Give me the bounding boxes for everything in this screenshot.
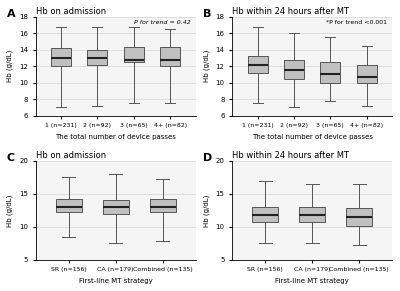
Text: *P for trend <0.001: *P for trend <0.001	[326, 20, 387, 25]
Text: Hb on admission: Hb on admission	[36, 151, 106, 160]
PathPatch shape	[248, 56, 268, 73]
Y-axis label: Hb (g/dL): Hb (g/dL)	[204, 194, 210, 226]
Text: P for trend = 0.42: P for trend = 0.42	[134, 20, 191, 25]
PathPatch shape	[284, 60, 304, 79]
PathPatch shape	[252, 207, 278, 221]
PathPatch shape	[346, 208, 372, 226]
Text: A: A	[7, 9, 16, 19]
PathPatch shape	[320, 62, 340, 83]
PathPatch shape	[150, 199, 176, 212]
X-axis label: The total number of device passes: The total number of device passes	[55, 134, 176, 140]
Text: Hb within 24 hours after MT: Hb within 24 hours after MT	[232, 7, 349, 16]
Y-axis label: Hb (g/dL): Hb (g/dL)	[204, 50, 210, 82]
PathPatch shape	[299, 207, 325, 221]
X-axis label: The total number of device passes: The total number of device passes	[252, 134, 373, 140]
PathPatch shape	[88, 50, 108, 65]
PathPatch shape	[103, 200, 128, 214]
Y-axis label: Hb (g/dL): Hb (g/dL)	[7, 194, 14, 226]
X-axis label: First-line MT strategy: First-line MT strategy	[79, 278, 152, 284]
PathPatch shape	[124, 47, 144, 62]
Text: Hb on admission: Hb on admission	[36, 7, 106, 16]
Y-axis label: Hb (g/dL): Hb (g/dL)	[7, 50, 14, 82]
PathPatch shape	[160, 47, 180, 66]
PathPatch shape	[357, 65, 377, 83]
Text: B: B	[203, 9, 212, 19]
X-axis label: First-line MT strategy: First-line MT strategy	[275, 278, 349, 284]
PathPatch shape	[56, 199, 82, 212]
Text: D: D	[203, 153, 213, 163]
Text: C: C	[7, 153, 15, 163]
PathPatch shape	[51, 48, 71, 66]
Text: Hb within 24 hours after MT: Hb within 24 hours after MT	[232, 151, 349, 160]
